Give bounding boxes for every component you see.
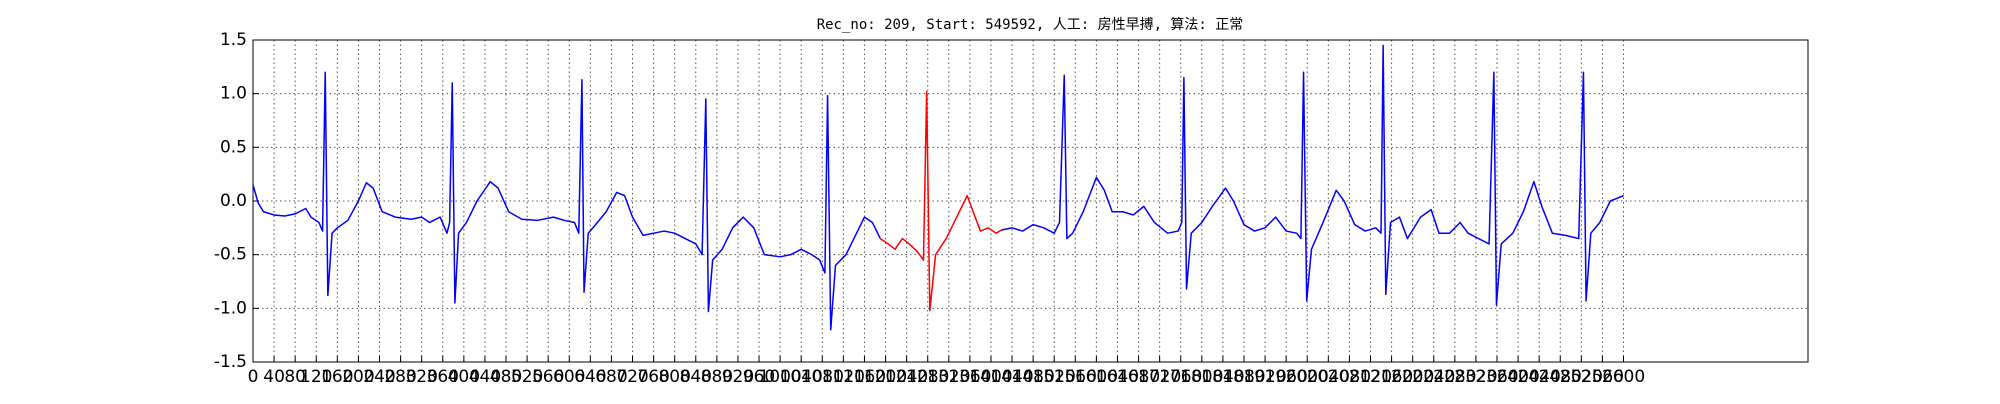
x-tick-label: 2520 (1560, 367, 1603, 387)
x-tick-label: 1320 (927, 367, 970, 387)
x-tick-label: 880 (701, 367, 733, 387)
x-tick-label: 1520 (1033, 367, 1076, 387)
y-tick-label: 0.0 (220, 191, 247, 211)
x-tick-label: 2160 (1370, 367, 1413, 387)
ecg-line (1001, 44, 1624, 306)
x-tick-label: 1160 (843, 367, 886, 387)
x-tick-label: 2240 (1412, 367, 1455, 387)
x-tick-label: 1920 (1243, 367, 1286, 387)
x-tick-label: 1280 (906, 367, 949, 387)
x-tick-label: 440 (469, 367, 501, 387)
x-tick-label: 2080 (1328, 367, 1371, 387)
y-tick-label: -1.5 (214, 352, 247, 372)
x-tick-label: 2440 (1518, 367, 1561, 387)
y-tick-label: -1.0 (214, 298, 247, 318)
x-tick-label: 240 (363, 367, 395, 387)
x-tick-label: 1440 (990, 367, 1033, 387)
x-tick-label: 520 (511, 367, 543, 387)
x-tick-label: 80 (284, 367, 306, 387)
x-tick-label: 40 (263, 367, 285, 387)
x-tick-label: 1640 (1096, 367, 1139, 387)
x-tick-label: 800 (658, 367, 690, 387)
x-tick-label: 960 (743, 367, 775, 387)
x-tick-label: 1680 (1117, 367, 1160, 387)
x-tick-label: 1400 (969, 367, 1012, 387)
x-tick-label: 1000 (758, 367, 801, 387)
x-tick-label: 2480 (1539, 367, 1582, 387)
x-tick-label: 120 (300, 367, 332, 387)
x-tick-label: 280 (384, 367, 416, 387)
x-tick-label: 1240 (885, 367, 928, 387)
x-tick-label: 1720 (1138, 367, 1181, 387)
x-tick-label: 1480 (1012, 367, 1055, 387)
x-tick-label: 0 (248, 367, 259, 387)
x-tick-label: 1040 (780, 367, 823, 387)
x-tick-label: 2400 (1496, 367, 1539, 387)
x-tick-label: 600 (553, 367, 585, 387)
x-tick-label: 1560 (1054, 367, 1097, 387)
x-tick-label: 1960 (1265, 367, 1308, 387)
x-tick-label: 1360 (948, 367, 991, 387)
x-tick-label: 320 (405, 367, 437, 387)
y-tick-label: -0.5 (214, 245, 247, 265)
x-tick-label: 2200 (1391, 367, 1434, 387)
x-tick-label: 560 (532, 367, 564, 387)
x-tick-label: 760 (637, 367, 669, 387)
chart-title: Rec_no: 209, Start: 549592, 人工: 房性早搏, 算法… (817, 16, 1244, 33)
y-tick-label: 1.5 (220, 30, 247, 50)
x-tick-label: 2560 (1581, 367, 1624, 387)
ecg-line (252, 71, 881, 331)
x-tick-label: 2120 (1349, 367, 1392, 387)
x-tick-label: 1080 (801, 367, 844, 387)
x-tick-label: 200 (342, 367, 374, 387)
x-tick-label: 1840 (1201, 367, 1244, 387)
x-tick-label: 1800 (1180, 367, 1223, 387)
x-tick-label: 2320 (1454, 367, 1497, 387)
x-tick-label: 2360 (1475, 367, 1518, 387)
x-tick-label: 1760 (1159, 367, 1202, 387)
x-tick-label: 840 (680, 367, 712, 387)
x-tick-label: 1200 (864, 367, 907, 387)
x-tick-label: 480 (490, 367, 522, 387)
x-tick-label: 1600 (1075, 367, 1118, 387)
x-tick-label: 1120 (822, 367, 865, 387)
x-tick-label: 2040 (1307, 367, 1350, 387)
plot-frame (252, 39, 1809, 363)
y-tick-label: 0.5 (220, 137, 247, 157)
x-tick-label: 2600 (1602, 367, 1645, 387)
x-tick-label: 1880 (1222, 367, 1265, 387)
x-tick-label: 400 (448, 367, 480, 387)
x-tick-label: 160 (321, 367, 353, 387)
x-tick-label: 680 (595, 367, 627, 387)
ecg-line (879, 90, 1002, 312)
x-tick-label: 360 (427, 367, 459, 387)
x-tick-label: 920 (722, 367, 754, 387)
y-tick-label: 1.0 (220, 84, 247, 104)
x-tick-label: 720 (616, 367, 648, 387)
x-tick-label: 640 (574, 367, 606, 387)
x-tick-label: 2280 (1433, 367, 1476, 387)
x-tick-label: 2000 (1286, 367, 1329, 387)
